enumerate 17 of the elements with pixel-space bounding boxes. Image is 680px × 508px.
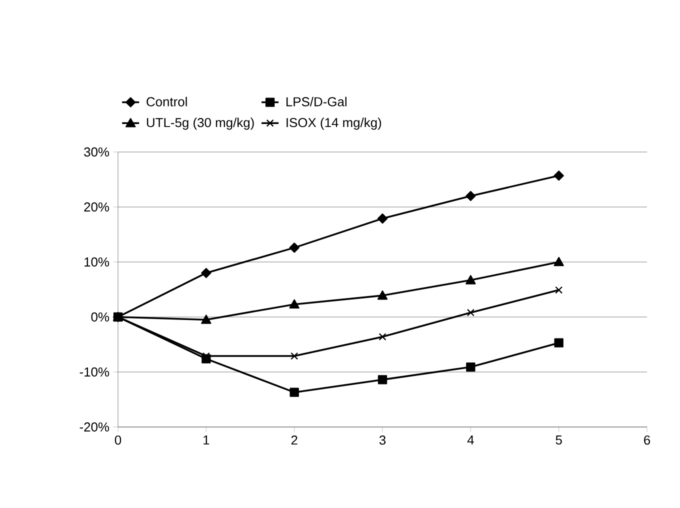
x-tick-label: 6 bbox=[644, 436, 650, 445]
x-tick-label: 0 bbox=[114, 436, 122, 445]
x-tick-label: 4 bbox=[467, 436, 474, 444]
legend-label: Control bbox=[146, 96, 187, 106]
legend-label: UTL-5g (30 mg/kg) bbox=[146, 118, 254, 130]
legend-label: ISOX (14 mg/kg) bbox=[286, 118, 382, 130]
x-tick-label: 2 bbox=[291, 436, 298, 445]
y-tick-label: 10% bbox=[84, 257, 110, 267]
y-tick-label: -20% bbox=[80, 422, 110, 432]
y-tick-label: 30% bbox=[84, 147, 110, 157]
y-tick-label: 20% bbox=[84, 202, 110, 212]
x-tick-label: 1 bbox=[204, 436, 210, 444]
y-tick-label: -10% bbox=[80, 367, 110, 377]
legend-label: LPS/D-Gal bbox=[286, 96, 346, 106]
y-tick-label: 0% bbox=[91, 312, 110, 322]
x-tick-label: 3 bbox=[379, 436, 386, 445]
x-tick-label: 5 bbox=[556, 436, 562, 445]
